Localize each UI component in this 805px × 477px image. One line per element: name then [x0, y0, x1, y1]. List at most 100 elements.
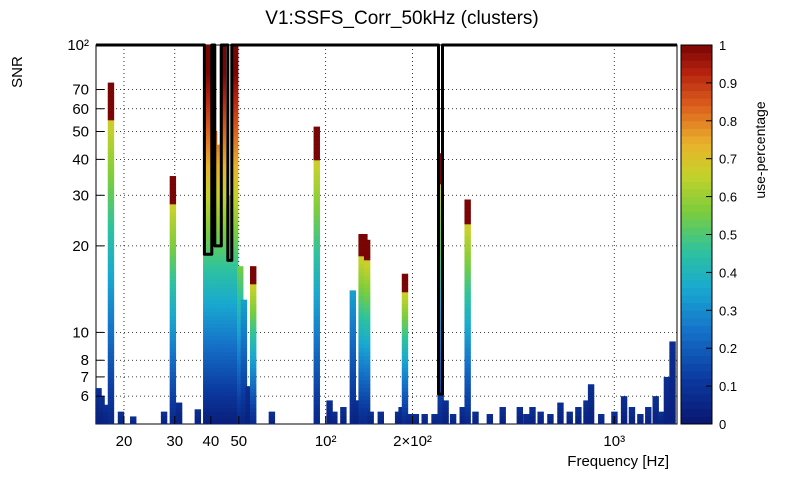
colorbar-segment: [681, 227, 712, 235]
histogram-bin: [364, 340, 370, 344]
histogram-bin: [108, 88, 114, 92]
histogram-bin: [664, 412, 670, 416]
histogram-bin: [170, 192, 176, 196]
histogram-bin: [314, 340, 320, 344]
histogram-bin: [402, 344, 408, 348]
histogram-column: [161, 412, 167, 425]
histogram-bin: [402, 404, 408, 408]
histogram-bin: [314, 368, 320, 372]
histogram-bin: [176, 416, 182, 420]
y-tick-label: 50: [72, 124, 89, 141]
histogram-column: [170, 176, 176, 424]
histogram-bin: [464, 276, 470, 280]
histogram-bin: [108, 100, 114, 104]
x-axis-label: Frequency [Hz]: [567, 453, 669, 470]
histogram-bin: [517, 420, 523, 424]
histogram-bin: [402, 384, 408, 388]
histogram-bin: [669, 380, 675, 384]
histogram-bin: [442, 404, 448, 408]
histogram-bin: [314, 192, 320, 196]
histogram-bin: [237, 268, 243, 272]
histogram-bin: [500, 420, 506, 424]
histogram-bin: [170, 384, 176, 388]
colorbar-segment: [681, 288, 712, 296]
histogram-bin: [367, 412, 373, 413]
histogram-bin: [170, 300, 176, 304]
histogram-bin: [241, 324, 247, 328]
histogram-bin: [314, 144, 320, 148]
histogram-bin: [340, 420, 346, 424]
colorbar-segment: [681, 68, 712, 76]
histogram-bin: [118, 412, 124, 416]
histogram-bin: [450, 420, 456, 424]
histogram-bin: [170, 204, 176, 208]
histogram-bin: [108, 296, 114, 300]
histogram-bin: [108, 292, 114, 296]
histogram-bin: [653, 396, 659, 400]
histogram-bin: [170, 400, 176, 404]
histogram-bin: [350, 320, 356, 324]
histogram-bin: [340, 407, 346, 408]
histogram-bin: [402, 288, 408, 292]
histogram-bin: [108, 392, 114, 396]
histogram-bin: [621, 400, 627, 404]
x-tick-label: 30: [166, 433, 183, 450]
histogram-bin: [402, 320, 408, 324]
y-tick-label: 20: [72, 238, 89, 255]
histogram-bin: [517, 408, 523, 412]
histogram-bin: [250, 304, 256, 308]
histogram-bin: [364, 252, 370, 256]
histogram-bin: [464, 296, 470, 300]
histogram-bin: [108, 324, 114, 328]
histogram-bin: [170, 236, 176, 240]
histogram-bin: [402, 292, 408, 296]
histogram-bin: [669, 372, 675, 376]
histogram-bin: [250, 280, 256, 284]
histogram-column: [523, 414, 529, 424]
histogram-column: [450, 414, 456, 424]
histogram-bin: [314, 232, 320, 236]
colorbar-segment: [681, 204, 712, 212]
histogram-bin: [170, 368, 176, 372]
histogram-bin: [314, 252, 320, 256]
histogram-bin: [450, 416, 456, 420]
histogram-column: [431, 414, 437, 424]
colorbar-segment: [681, 189, 712, 197]
histogram-bin: [130, 420, 136, 424]
histogram-bin: [464, 244, 470, 248]
y-tick-label: 7: [81, 369, 89, 386]
y-tick-label: 10²: [67, 37, 89, 54]
histogram-bin: [364, 256, 370, 260]
colorbar-segment: [681, 197, 712, 205]
histogram-column: [367, 412, 373, 425]
histogram-bin: [241, 372, 247, 376]
histogram-bin: [364, 316, 370, 320]
histogram-bin: [314, 172, 320, 176]
histogram-bin: [108, 144, 114, 148]
histogram-column: [364, 240, 370, 425]
histogram-bin: [653, 400, 659, 404]
histogram-bin: [664, 377, 670, 380]
histogram-bin: [350, 316, 356, 320]
histogram-bin: [241, 328, 247, 332]
histogram-bin: [464, 324, 470, 328]
colorbar-segment: [681, 401, 712, 409]
colorbar-segment: [681, 379, 712, 387]
histogram-bin: [402, 396, 408, 400]
histogram-bin: [464, 256, 470, 260]
histogram-bin: [108, 332, 114, 336]
histogram-bin: [350, 372, 356, 376]
histogram-bin: [250, 308, 256, 312]
histogram-bin: [621, 396, 627, 400]
colorbar-segment: [681, 356, 712, 364]
histogram-bin: [364, 324, 370, 328]
histogram-bin: [170, 212, 176, 216]
histogram-bin: [350, 380, 356, 384]
histogram-bin: [464, 396, 470, 400]
colorbar-segment: [681, 75, 712, 83]
histogram-bin: [364, 312, 370, 316]
histogram-bin: [250, 332, 256, 336]
colorbar-tick-label: 0.2: [719, 341, 737, 356]
histogram-bin: [364, 372, 370, 376]
